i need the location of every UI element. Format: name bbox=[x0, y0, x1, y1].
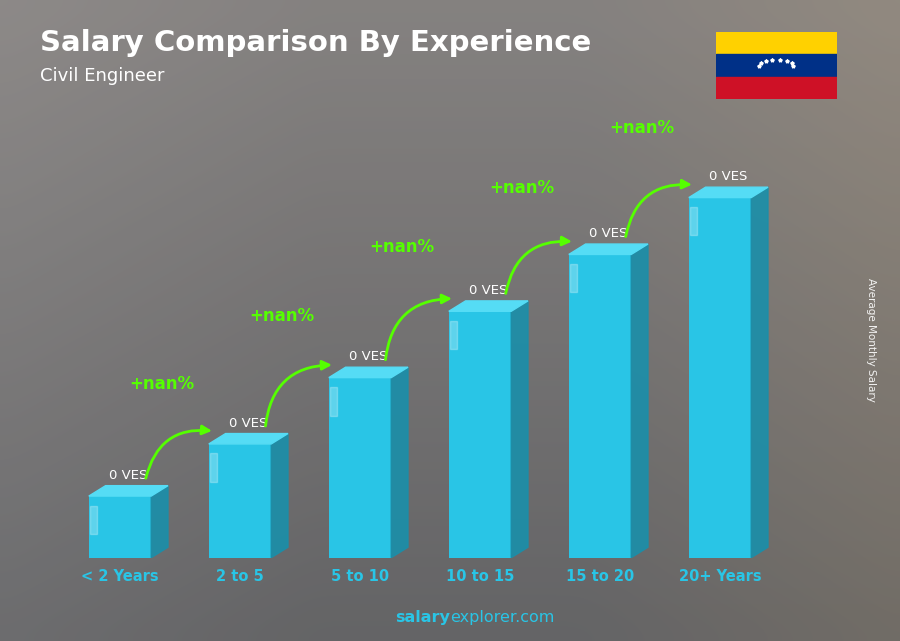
Text: Salary Comparison By Experience: Salary Comparison By Experience bbox=[40, 29, 592, 57]
Bar bbox=[716, 32, 837, 54]
Text: 0 VES: 0 VES bbox=[349, 351, 388, 363]
Text: +nan%: +nan% bbox=[369, 238, 435, 256]
Bar bbox=[449, 312, 511, 558]
Text: 0 VES: 0 VES bbox=[109, 469, 148, 482]
Polygon shape bbox=[328, 367, 408, 378]
Polygon shape bbox=[449, 301, 528, 312]
Polygon shape bbox=[392, 367, 408, 558]
Bar bbox=[716, 77, 837, 99]
Polygon shape bbox=[89, 486, 168, 496]
Text: explorer.com: explorer.com bbox=[450, 610, 554, 625]
Bar bbox=[209, 444, 271, 558]
Text: +nan%: +nan% bbox=[249, 306, 315, 324]
Polygon shape bbox=[450, 320, 457, 349]
Polygon shape bbox=[688, 187, 768, 197]
Bar bbox=[328, 378, 392, 558]
Text: 0 VES: 0 VES bbox=[469, 284, 508, 297]
Polygon shape bbox=[752, 187, 768, 558]
Polygon shape bbox=[690, 207, 698, 235]
Polygon shape bbox=[271, 433, 288, 558]
Bar bbox=[569, 254, 631, 558]
Polygon shape bbox=[210, 453, 217, 482]
Polygon shape bbox=[631, 244, 648, 558]
Text: salary: salary bbox=[395, 610, 450, 625]
Polygon shape bbox=[330, 387, 338, 415]
Text: 0 VES: 0 VES bbox=[709, 171, 748, 183]
Text: Average Monthly Salary: Average Monthly Salary bbox=[866, 278, 877, 402]
Bar bbox=[716, 54, 837, 77]
Bar bbox=[89, 496, 151, 558]
Bar bbox=[688, 197, 752, 558]
Text: Civil Engineer: Civil Engineer bbox=[40, 67, 165, 85]
Text: +nan%: +nan% bbox=[130, 375, 194, 394]
Text: 0 VES: 0 VES bbox=[230, 417, 267, 429]
Polygon shape bbox=[209, 433, 288, 444]
Text: 0 VES: 0 VES bbox=[590, 228, 627, 240]
Polygon shape bbox=[90, 506, 97, 534]
Text: +nan%: +nan% bbox=[490, 179, 554, 197]
Polygon shape bbox=[151, 486, 168, 558]
Text: +nan%: +nan% bbox=[609, 119, 675, 137]
Polygon shape bbox=[511, 301, 528, 558]
Polygon shape bbox=[570, 264, 577, 292]
Polygon shape bbox=[569, 244, 648, 254]
